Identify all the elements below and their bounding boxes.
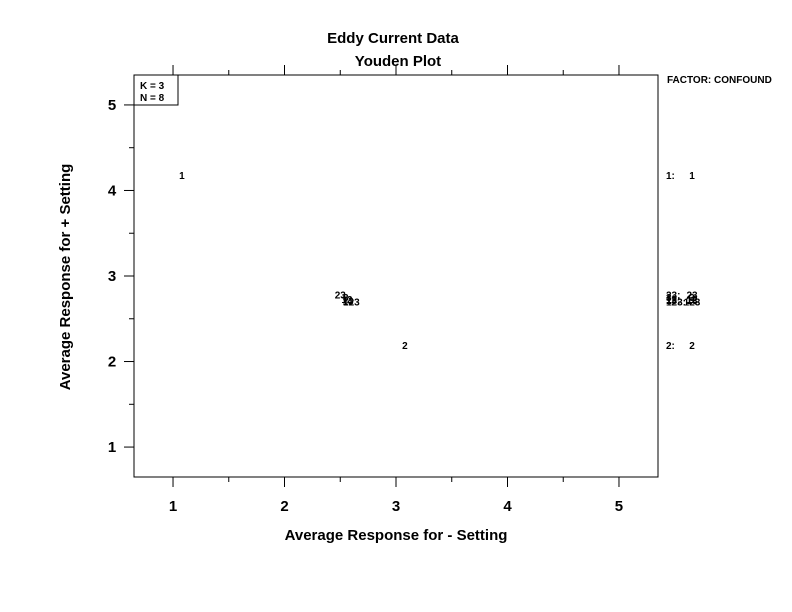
x-tick-label: 5 xyxy=(615,498,623,515)
info-box-frame xyxy=(133,74,179,106)
legend-key: 123: xyxy=(666,298,686,309)
info-box-line-k: K = 3 xyxy=(140,81,165,92)
x-axis-title: Average Response for - Setting xyxy=(285,527,508,544)
data-point: 1 xyxy=(179,171,185,182)
y-axis-title: Average Response for + Setting xyxy=(57,164,74,391)
axis-ticks xyxy=(124,65,620,487)
y-tick-label: 5 xyxy=(108,97,116,114)
data-point: 23 xyxy=(335,291,347,302)
x-tick-label: 1 xyxy=(169,498,177,515)
y-tick-label: 3 xyxy=(108,268,116,285)
legend-key: 12: xyxy=(666,295,680,306)
y-tick-label: 2 xyxy=(108,354,116,371)
legend-key: 3: xyxy=(666,293,675,304)
data-point: 12 xyxy=(341,295,353,306)
legend-key: 1: xyxy=(666,171,675,182)
y-tick-label: 4 xyxy=(108,182,117,199)
plot-frame xyxy=(133,74,659,478)
x-tick-label: 3 xyxy=(392,498,400,515)
legend-label: 123 xyxy=(684,298,701,309)
legend-label: 3 xyxy=(689,293,695,304)
legend-label: 23 xyxy=(686,291,698,302)
legend-label: 13 xyxy=(686,296,698,307)
x-tick-label: 2 xyxy=(280,498,288,515)
legend-key: 2: xyxy=(666,341,675,352)
chart-subtitle: Youden Plot xyxy=(355,53,441,70)
data-point: 123 xyxy=(343,298,360,309)
legend-label: 12 xyxy=(686,295,698,306)
legend-key: 23: xyxy=(666,291,680,302)
x-tick-label: 4 xyxy=(503,498,512,515)
legend-label: 2 xyxy=(689,341,695,352)
info-box-line-n: N = 8 xyxy=(140,93,165,104)
data-point: 13 xyxy=(342,297,354,308)
legend-label: 1 xyxy=(689,171,695,182)
data-point: 3 xyxy=(343,293,349,304)
info-box: K = 3 N = 8 xyxy=(133,74,179,106)
y-tick-label: 1 xyxy=(108,439,116,456)
legend-title: FACTOR: CONFOUND xyxy=(667,75,772,86)
chart-title: Eddy Current Data xyxy=(327,30,459,47)
data-point: 2 xyxy=(402,341,408,352)
legend-key: 13: xyxy=(666,296,680,307)
